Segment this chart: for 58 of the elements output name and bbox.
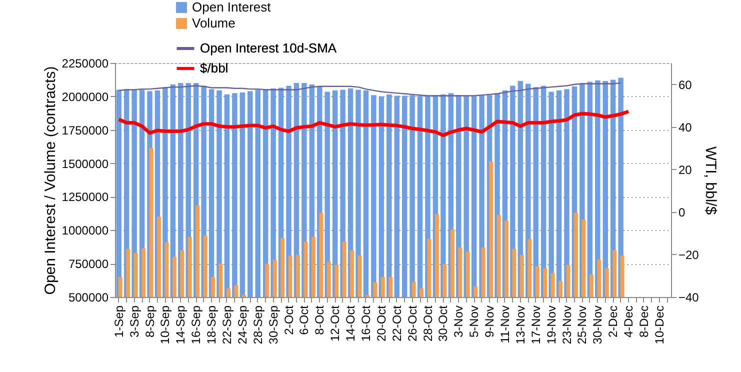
x-tick-label: 2-Oct: [282, 304, 296, 335]
x-tick-label: 4-Dec: [622, 306, 636, 338]
x-tick-label: 22-Sep: [220, 305, 234, 344]
x-tick-label: 20-Oct: [374, 304, 388, 342]
x-tick-label: 22-Oct: [390, 304, 404, 342]
x-tick-label: 3-Nov: [452, 306, 466, 338]
x-tick-label: 8-Dec: [636, 306, 651, 338]
x-tick-label: 16-Sep: [189, 305, 204, 344]
y-tick-label: 1000000: [62, 224, 109, 238]
y2-tick-label: 20: [678, 162, 692, 177]
y2-tick-label: 40: [678, 120, 692, 134]
y-tick-label: 1250000: [62, 190, 109, 204]
x-tick-label: 14-Sep: [174, 305, 188, 344]
x-tick-label: 26-Oct: [405, 304, 420, 342]
x-tick-label: 3-Sep: [127, 305, 142, 338]
x-tick-label: 12-Oct: [328, 304, 342, 342]
x-tick-label: 30-Oct: [436, 304, 450, 342]
legend-label: Volume: [192, 16, 236, 30]
y-axis-title: Open Interest / Volume (contracts): [42, 66, 59, 295]
x-tick-label: 6-Oct: [297, 304, 312, 335]
x-tick-label: 30-Sep: [266, 305, 280, 344]
x-tick-label: 1-Sep: [112, 305, 126, 338]
legend-label: Open Interest 10d-SMA: [200, 40, 337, 56]
legend-label: $/bbl: [200, 60, 228, 76]
legend-label: Open Interest: [192, 0, 272, 14]
y-tick-label: 1750000: [62, 123, 109, 138]
x-tick-label: 10-Sep: [158, 305, 172, 344]
x-tick-label: 28-Oct: [420, 304, 435, 342]
x-tick-label: 23-Nov: [560, 306, 574, 344]
x-tick-label: 2-Dec: [606, 306, 620, 338]
x-tick-label: 8-Sep: [142, 305, 157, 338]
y2-axis-title: WTI, bbl/$: [702, 146, 719, 216]
y-tick-label: 2000000: [62, 90, 109, 104]
y2-tick-label: 0: [678, 205, 686, 220]
x-tick-label: 10-Dec: [652, 306, 666, 344]
x-tick-label: 14-Oct: [344, 304, 358, 342]
x-tick-label: 13-Nov: [513, 306, 528, 344]
x-tick-label: 25-Nov: [575, 306, 590, 344]
line-series: [117, 110, 630, 138]
y2-tick-label: −20: [678, 248, 700, 262]
x-tick-label: 24-Sep: [235, 305, 250, 344]
x-tick-label: 5-Nov: [467, 306, 482, 338]
x-tick-label: 18-Sep: [204, 305, 219, 344]
y-tick-label: 500000: [68, 290, 109, 304]
x-tick-label: 9-Nov: [482, 306, 497, 338]
y-tick-label: 1500000: [62, 156, 109, 171]
x-tick-label: 17-Nov: [528, 306, 543, 344]
x-tick-label: 30-Nov: [590, 306, 605, 344]
y-tick-label: 750000: [68, 257, 109, 272]
x-tick-label: 28-Sep: [250, 305, 265, 344]
y2-tick-label: 60: [678, 78, 692, 92]
x-tick-label: 11-Nov: [498, 306, 512, 344]
y-tick-label: 2250000: [62, 56, 109, 70]
x-tick-label: 19-Nov: [544, 306, 558, 344]
x-tick-label: 16-Oct: [358, 304, 373, 342]
line-series: [118, 82, 622, 96]
y2-tick-label: −40: [678, 290, 700, 304]
x-tick-label: 8-Oct: [312, 304, 327, 335]
